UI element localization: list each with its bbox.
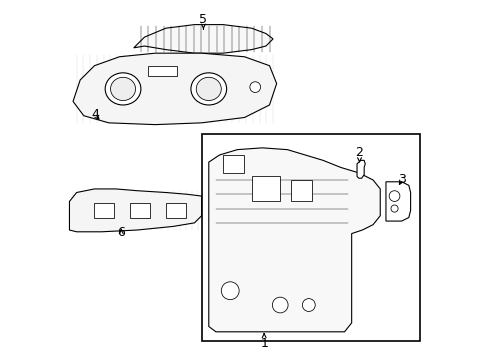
Bar <box>201 134 419 341</box>
Text: 1: 1 <box>260 334 267 350</box>
Polygon shape <box>69 189 201 232</box>
Bar <box>148 66 176 76</box>
Bar <box>165 203 185 217</box>
Text: 3: 3 <box>398 173 406 186</box>
Circle shape <box>249 82 260 93</box>
Polygon shape <box>356 160 365 178</box>
Circle shape <box>272 297 287 313</box>
Bar <box>223 155 244 173</box>
Polygon shape <box>134 24 272 53</box>
Bar <box>251 176 280 202</box>
Ellipse shape <box>110 77 135 100</box>
Circle shape <box>390 205 397 212</box>
Text: 4: 4 <box>91 108 99 121</box>
Polygon shape <box>73 53 276 125</box>
Polygon shape <box>385 182 410 221</box>
Circle shape <box>221 282 239 300</box>
Text: 6: 6 <box>117 226 125 239</box>
Bar <box>130 203 149 217</box>
Ellipse shape <box>196 77 221 100</box>
Ellipse shape <box>105 73 141 105</box>
Circle shape <box>388 191 399 202</box>
Circle shape <box>302 298 315 311</box>
Bar <box>94 203 114 217</box>
Ellipse shape <box>190 73 226 105</box>
Polygon shape <box>208 148 380 332</box>
Text: 2: 2 <box>355 146 363 162</box>
Bar <box>290 180 312 202</box>
Text: 5: 5 <box>199 13 207 29</box>
